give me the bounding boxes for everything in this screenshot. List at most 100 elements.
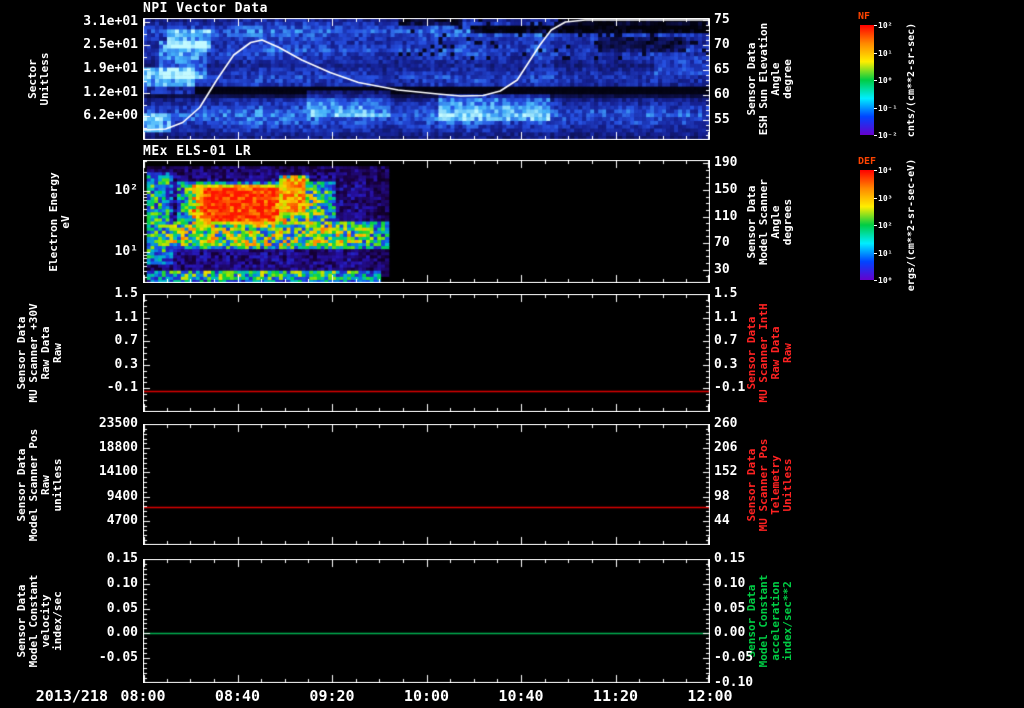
y-tick-label-right: -0.1 [714,380,746,396]
model-scanner-pos-plot-canvas [143,424,710,545]
y-tick-label-right: 0.10 [714,575,746,591]
y-tick-label-right: 152 [714,464,738,480]
y-tick-label-right: 110 [714,208,738,224]
date-label: 2013/218 [35,687,108,705]
colorbar-tick-label: 10³ [878,193,893,203]
y-tick-label-left: 10¹ [114,244,138,260]
colorbar-tick-label: 10⁻² [878,131,898,140]
panel2-title: MEx ELS-01 LR [143,144,252,159]
y-tick-label-right: 70 [714,37,730,52]
nf-colorbar-units-label: cnts/(cm**2-sr-sec) [906,22,917,138]
y-tick-label-right: 0.3 [714,356,738,372]
def-colorbar-label: DEF [858,156,877,167]
y-tick-label-right: 190 [714,155,738,171]
colorbar-tick-label: 10¹ [878,48,893,58]
y-tick-label-left: 14100 [98,464,138,480]
colorbar-tick-mark [874,107,877,109]
y-tick-label-right: -0.10 [714,675,754,690]
colorbar-tick-mark [874,25,877,26]
y-tick-label-left: 0.10 [106,575,138,591]
colorbar-tick-label: 10⁰ [878,76,893,85]
y-tick-label-right: 55 [714,112,730,127]
y-tick-label-left: 18800 [98,440,138,456]
x-tick-label: 08:40 [214,687,261,705]
colorbar-tick-mark [874,280,877,281]
def-colorbar [860,170,874,280]
y-tick-label-right: 70 [714,235,730,251]
nf-colorbar-label: NF [858,11,871,22]
mu-scanner-raw-plot-canvas [143,294,710,412]
y-tick-label-left: 1.1 [114,309,138,325]
y-tick-label-right: 44 [714,512,730,528]
panel1-right-axis-title: Sensor Data ESH Sun Elevation Angle degr… [745,22,794,136]
colorbar-tick-mark [874,52,877,54]
y-tick-label-left: 9400 [106,488,138,504]
y-tick-label-left: 0.05 [106,600,138,616]
y-tick-label-right: 0.05 [714,600,746,616]
y-tick-label-left: 0.3 [114,356,138,372]
x-tick-label: 10:00 [403,687,450,705]
npi-spectrogram-canvas [143,18,710,140]
colorbar-tick-label: 10² [878,21,893,30]
x-tick-label: 08:00 [120,687,166,705]
colorbar-tick-mark [874,170,877,171]
colorbar-tick-mark [874,225,877,226]
y-tick-label-right: 60 [714,87,730,102]
y-tick-label-left: 0.15 [106,551,138,566]
panel5-left-axis-title: Sensor Data Model Constant velocity inde… [15,574,64,668]
colorbar-tick-label: 10⁰ [878,276,893,285]
y-tick-label-left: 4700 [106,512,138,528]
panel4-left-axis-title: Sensor Data Model Scanner Pos Raw unitle… [15,428,64,541]
colorbar-tick-label: 10⁻¹ [878,103,898,113]
panel3-right-axis-title: Sensor Data MU Scanner IntH Raw Data Raw [745,303,794,403]
y-tick-label-right: 30 [714,261,730,277]
y-tick-label-right: 150 [714,181,738,197]
y-tick-label-right: 1.5 [714,286,738,301]
colorbar-tick-label: 10⁴ [878,166,893,175]
panel2-right-axis-title: Sensor Data Model Scanner Angle degrees [745,178,794,265]
y-tick-label-left: 1.5 [114,286,138,301]
y-tick-label-left: 0.00 [106,625,138,641]
model-constant-velocity-plot-canvas [143,559,710,683]
colorbar-tick-mark [874,197,877,199]
y-tick-label-left: -0.05 [98,650,138,666]
x-tick-label: 09:20 [309,687,355,705]
x-tick-label: 10:40 [498,687,544,705]
y-tick-label-left: -0.1 [106,380,138,396]
x-tick-label: 12:00 [687,687,733,705]
colorbar-tick-mark [874,252,877,254]
panel1-left-axis-title: Sector Unitless [26,52,51,106]
y-tick-label-left: 6.2e+00 [83,108,138,124]
y-tick-label-right: 206 [714,440,738,456]
y-tick-label-right: 75 [714,12,730,27]
y-tick-label-right: 0.7 [714,333,738,349]
y-tick-label-left: 10² [114,182,138,198]
x-tick-label: 11:20 [592,687,639,705]
y-tick-label-right: 0.00 [714,625,746,641]
panel1-title: NPI Vector Data [143,1,268,16]
y-tick-label-right: 65 [714,62,730,77]
y-tick-label-left: 1.2e+01 [83,84,138,100]
y-tick-label-left: 2.5e+01 [83,37,138,53]
els-spectrogram-canvas [143,160,710,283]
y-tick-label-right: 260 [714,416,738,431]
colorbar-tick-label: 10¹ [878,248,893,258]
colorbar-tick-mark [874,80,877,81]
panel2-left-axis-title: Electron Energy eV [47,171,72,272]
nf-colorbar [860,25,874,135]
y-tick-label-left: 23500 [98,416,138,431]
colorbar-tick-label: 10² [878,221,893,230]
y-tick-label-left: 1.9e+01 [83,61,138,77]
colorbar-tick-mark [874,135,877,136]
panel3-left-axis-title: Sensor Data MU Scanner +30V Raw Data Raw [15,303,64,403]
y-tick-label-left: 0.7 [114,333,138,349]
panel4-right-axis-title: Sensor Data MU Scanner Pos Telemetry Uni… [745,438,794,531]
def-colorbar-units-label: ergs/(cm**2-sr-sec-eV) [906,158,917,292]
y-tick-label-right: 98 [714,488,730,504]
y-tick-label-left: 3.1e+01 [83,13,138,29]
y-tick-label-right: 1.1 [714,309,738,325]
y-tick-label-right: 0.15 [714,551,746,566]
y-tick-label-right: -0.05 [714,650,754,666]
panel5-right-axis-title: Sensor Data Model Constant acceleration … [745,574,794,668]
